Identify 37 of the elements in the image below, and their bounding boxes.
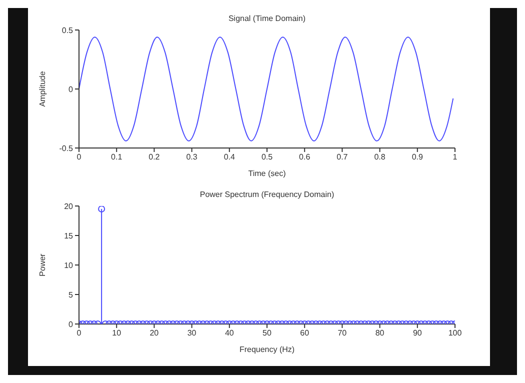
y-axis-title: Power xyxy=(38,253,47,276)
x-tick-label: 20 xyxy=(150,328,160,338)
x-tick-label: 50 xyxy=(262,328,272,338)
line-series xyxy=(79,36,454,142)
chart-title: Power Spectrum (Frequency Domain) xyxy=(198,190,336,199)
y-tick-label: 15 xyxy=(64,231,74,240)
y-axis-title: Amplitude xyxy=(38,70,47,107)
y-tick-label: 0.5 xyxy=(62,26,74,35)
x-tick-label: 100 xyxy=(448,328,462,338)
y-tick-label: 0 xyxy=(68,320,74,329)
x-tick-label: 0.7 xyxy=(336,152,348,162)
x-tick-label: 1 xyxy=(452,152,458,162)
y-tick-label: -0.5 xyxy=(59,144,74,153)
x-tick-label: 60 xyxy=(300,328,310,338)
x-tick-label: 0 xyxy=(76,152,82,162)
x-tick-label: 0.4 xyxy=(224,152,236,162)
x-tick-label: 0.8 xyxy=(374,152,386,162)
x-tick-label: 0.6 xyxy=(299,152,311,162)
x-tick-label: 0.3 xyxy=(186,152,198,162)
chart-title: Signal (Time Domain) xyxy=(227,14,307,23)
x-tick-label: 80 xyxy=(375,328,385,338)
x-tick-label: 70 xyxy=(338,328,348,338)
x-tick-label: 10 xyxy=(112,328,122,338)
x-tick-label: 0.2 xyxy=(148,152,160,162)
x-tick-label: 40 xyxy=(224,328,234,338)
x-tick-label: 90 xyxy=(412,328,422,338)
y-tick-label: 10 xyxy=(64,260,74,270)
y-tick-label: 20 xyxy=(64,202,74,211)
x-axis-title: Time (sec) xyxy=(248,169,286,178)
x-tick-label: 0 xyxy=(76,328,82,338)
x-tick-label: 30 xyxy=(187,328,197,338)
x-tick-label: 0.1 xyxy=(111,152,123,162)
x-tick-label: 0.5 xyxy=(261,152,274,162)
x-axis-title: Frequency (Hz) xyxy=(239,345,295,354)
y-tick-label: 0 xyxy=(68,84,74,94)
y-tick-label: 5 xyxy=(68,290,74,300)
x-tick-label: 0.9 xyxy=(412,152,424,162)
